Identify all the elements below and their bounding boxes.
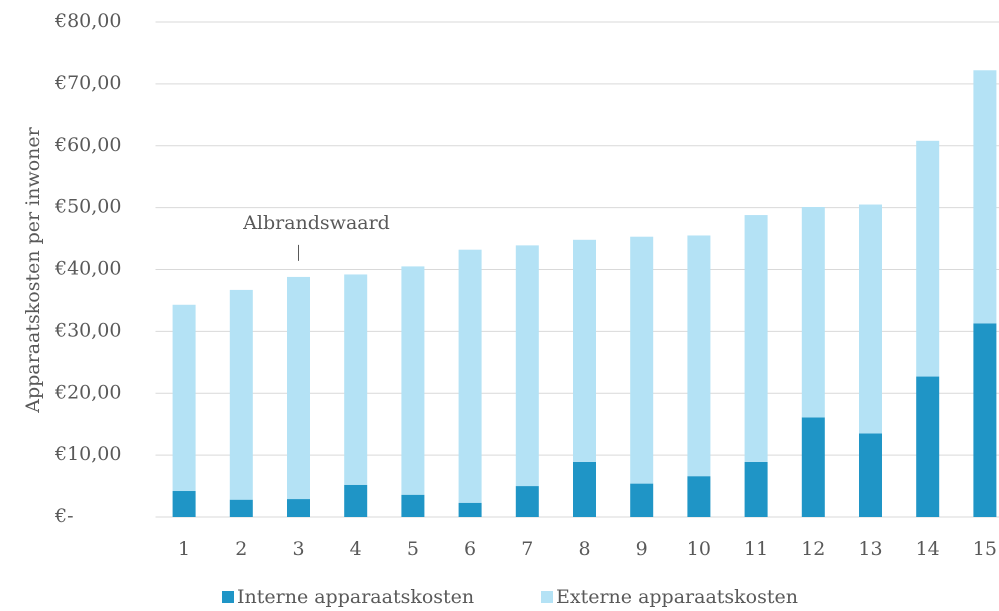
- x-tick-label: 7: [521, 538, 533, 560]
- bar-segment: [401, 494, 425, 517]
- x-tick-label: 6: [464, 538, 476, 560]
- bar-segment: [458, 502, 482, 517]
- x-tick-label: 1: [178, 538, 190, 560]
- bar-segment: [630, 236, 654, 484]
- bar-segment: [973, 70, 997, 324]
- annotation: Albrandswaard: [242, 212, 390, 234]
- bar-segment: [973, 323, 997, 517]
- y-tick-label: €50,00: [54, 196, 121, 218]
- bar-segment: [630, 483, 654, 517]
- y-tick-label: €20,00: [54, 381, 121, 403]
- bar-segment: [859, 204, 882, 434]
- bar-segment: [287, 499, 310, 517]
- x-tick-label: 14: [916, 538, 940, 560]
- y-tick-label: €60,00: [54, 134, 121, 156]
- bar-segment: [573, 239, 596, 462]
- bar-segment: [344, 274, 368, 485]
- bar-segment: [229, 499, 253, 517]
- bar-segment: [744, 215, 768, 462]
- x-tick-label: 15: [973, 538, 997, 560]
- bar-segment: [344, 484, 368, 517]
- x-tick-label: 9: [636, 538, 648, 560]
- bar-segment: [172, 491, 196, 517]
- bar-segment: [172, 304, 196, 492]
- x-tick-label: 11: [744, 538, 768, 560]
- legend-label: Interne apparaatskosten: [237, 586, 474, 608]
- bar-segment: [687, 235, 711, 477]
- bar-segment: [916, 376, 940, 517]
- bar-segment: [515, 245, 539, 487]
- y-tick-label: €-: [54, 505, 74, 527]
- legend-swatch: [222, 591, 234, 603]
- bar-segment: [573, 461, 596, 517]
- bar-segment: [687, 476, 711, 517]
- y-tick-label: €10,00: [54, 443, 121, 465]
- bar-segment: [916, 140, 940, 377]
- legend-swatch: [541, 591, 553, 603]
- y-tick-label: €70,00: [54, 72, 121, 94]
- x-tick-label: 4: [350, 538, 362, 560]
- x-tick-label: 8: [578, 538, 590, 560]
- bar-segment: [287, 276, 310, 500]
- x-tick-label: 13: [858, 538, 882, 560]
- y-axis-label: Apparaatskosten per inwoner: [22, 126, 44, 413]
- bar-segment: [801, 417, 825, 517]
- x-tick-label: 12: [801, 538, 825, 560]
- x-tick-label: 3: [292, 538, 304, 560]
- y-tick-label: €40,00: [54, 258, 121, 280]
- bar-segment: [229, 289, 253, 500]
- bar-segment: [401, 266, 425, 495]
- x-tick-label: 2: [235, 538, 247, 560]
- x-tick-label: 10: [687, 538, 711, 560]
- bar-segment: [458, 249, 482, 503]
- bar-segment: [515, 486, 539, 517]
- y-tick-label: €80,00: [54, 10, 121, 32]
- y-tick-label: €30,00: [54, 319, 121, 341]
- bar-segment: [801, 207, 825, 418]
- x-tick-label: 5: [407, 538, 419, 560]
- bar-segment: [859, 433, 882, 517]
- bar-segment: [744, 461, 768, 517]
- legend-label: Externe apparaatskosten: [556, 586, 798, 608]
